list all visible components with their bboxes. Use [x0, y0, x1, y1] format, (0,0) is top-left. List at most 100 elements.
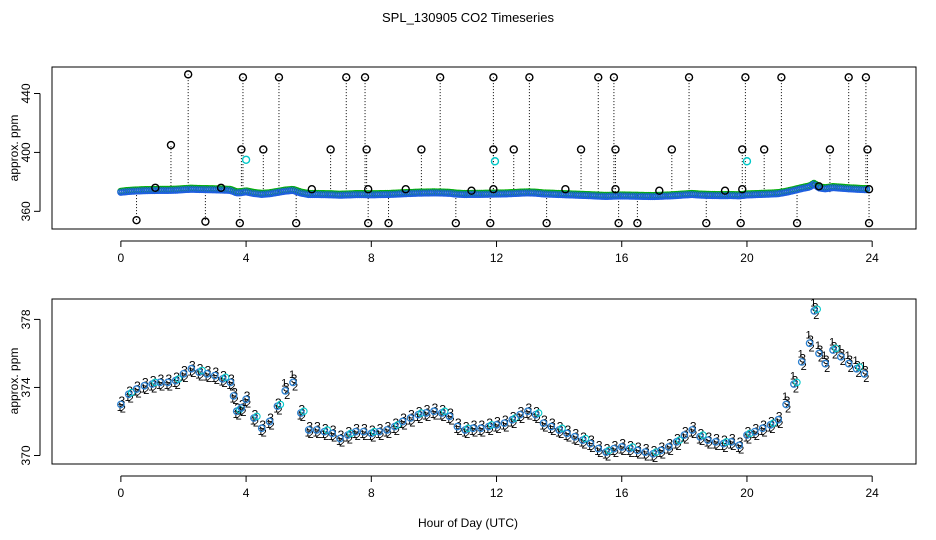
- circle-marker: [570, 432, 579, 441]
- series2-marker: 2: [813, 310, 819, 322]
- top-panel-x-tick-label: 24: [865, 251, 879, 265]
- series2-marker: 2: [190, 368, 196, 380]
- top-cyan-mark: [490, 157, 500, 166]
- series2-marker: 2: [488, 426, 494, 438]
- series2-marker: 2: [159, 382, 165, 394]
- circle-marker-alt: [235, 405, 244, 414]
- circle-marker: [594, 444, 603, 453]
- top-outlier-mark: [655, 186, 664, 195]
- series2-marker: 2: [550, 426, 556, 438]
- circle-marker: [563, 429, 571, 438]
- series2-marker: 2: [284, 390, 290, 402]
- top-panel-x-tick-label: 16: [615, 251, 629, 265]
- circle-marker: [782, 400, 790, 409]
- series2-marker: 2: [323, 431, 329, 443]
- circle-marker: [445, 412, 454, 421]
- circle-marker: [237, 404, 246, 412]
- circle-marker: [312, 426, 321, 434]
- top-panel-x-tick-label: 8: [368, 251, 375, 265]
- top-spike-mark: [667, 145, 677, 154]
- top-panel-data: [117, 70, 874, 228]
- series1-marker: 1: [821, 350, 827, 362]
- top-spike-mark: [864, 218, 874, 228]
- circle-marker: [844, 359, 853, 368]
- top-spike-mark: [201, 217, 210, 226]
- circle-marker: [422, 409, 430, 417]
- circle-marker-alt: [652, 448, 660, 456]
- top-spike-mark: [384, 218, 393, 228]
- series2-marker: 2: [362, 431, 368, 443]
- series2-marker: 2: [495, 424, 501, 436]
- circle-marker-alt: [832, 344, 840, 353]
- top-outlier-mark: [307, 185, 317, 194]
- bottom-panel-x-tick-label: 16: [615, 486, 629, 500]
- circle-marker-alt: [605, 446, 613, 455]
- circle-marker: [351, 427, 360, 436]
- circle-marker-alt: [813, 305, 822, 313]
- series1-marker: 1: [289, 369, 295, 381]
- top-spike-mark: [417, 145, 426, 154]
- series2-marker: 2: [339, 438, 345, 450]
- top-spike-mark: [259, 145, 268, 154]
- circle-marker: [210, 371, 219, 380]
- series2-marker: 2: [801, 361, 807, 373]
- series2-marker: 2: [472, 428, 478, 440]
- series2-marker: 2: [691, 429, 697, 441]
- circle-marker-alt: [746, 429, 754, 438]
- series2-marker: 2: [589, 443, 595, 455]
- series2-marker: 2: [214, 375, 220, 387]
- series1-marker: 1: [281, 377, 287, 389]
- top-spike-mark: [360, 73, 370, 82]
- circle-marker-alt: [276, 400, 285, 409]
- top-spike-mark: [489, 73, 498, 82]
- series2-marker: 2: [253, 417, 259, 429]
- series2-marker: 2: [621, 446, 627, 458]
- circle-marker: [156, 378, 164, 387]
- series2-marker: 2: [355, 431, 361, 443]
- bottom-panel-y-tick-label: 378: [19, 309, 33, 329]
- circle-marker: [289, 378, 297, 387]
- series2-marker: 2: [566, 433, 572, 445]
- circle-marker: [430, 407, 438, 416]
- top-spike-mark: [542, 218, 551, 228]
- series2-marker: 2: [652, 453, 658, 465]
- circle-marker: [657, 446, 665, 455]
- top-cyan-mark: [241, 155, 251, 164]
- series2-marker: 2: [276, 405, 282, 417]
- series2-marker: 2: [793, 383, 799, 395]
- top-spike-mark: [741, 73, 750, 82]
- circle-marker-alt: [855, 363, 864, 371]
- top-spike-mark: [609, 73, 619, 82]
- top-spike-mark: [486, 218, 495, 228]
- circle-marker: [328, 429, 337, 438]
- circle-marker: [265, 417, 274, 426]
- series2-marker: 2: [456, 426, 462, 438]
- circle-marker: [406, 414, 415, 422]
- circle-marker: [281, 387, 290, 395]
- circle-marker: [140, 381, 149, 390]
- series2-marker: 2: [722, 443, 728, 455]
- top-panel-y-axis: 360 400 440: [19, 83, 41, 221]
- series1-marker: 1: [798, 348, 804, 360]
- circle-marker-alt: [534, 409, 543, 417]
- series2-marker: 2: [308, 429, 314, 441]
- circle-marker: [758, 424, 767, 433]
- top-spike-mark: [489, 145, 498, 154]
- circle-marker-alt: [347, 429, 355, 438]
- series1-marker: 1: [829, 337, 835, 349]
- circle-marker: [815, 349, 823, 358]
- top-spike-mark: [274, 73, 284, 82]
- series2-marker: 2: [746, 434, 752, 446]
- circle-marker-alt: [793, 378, 801, 387]
- series2-marker: 2: [644, 451, 650, 463]
- top-spike-mark: [525, 73, 534, 82]
- bottom-panel-x-tick-label: 8: [368, 486, 375, 500]
- top-spike-mark: [759, 145, 769, 154]
- top-outlier-mark: [738, 185, 747, 194]
- circle-marker: [242, 395, 250, 404]
- series2-marker: 2: [558, 429, 564, 441]
- top-outlier-mark: [489, 185, 498, 194]
- series2-marker: 2: [143, 385, 149, 397]
- top-cyan-mark: [742, 157, 752, 166]
